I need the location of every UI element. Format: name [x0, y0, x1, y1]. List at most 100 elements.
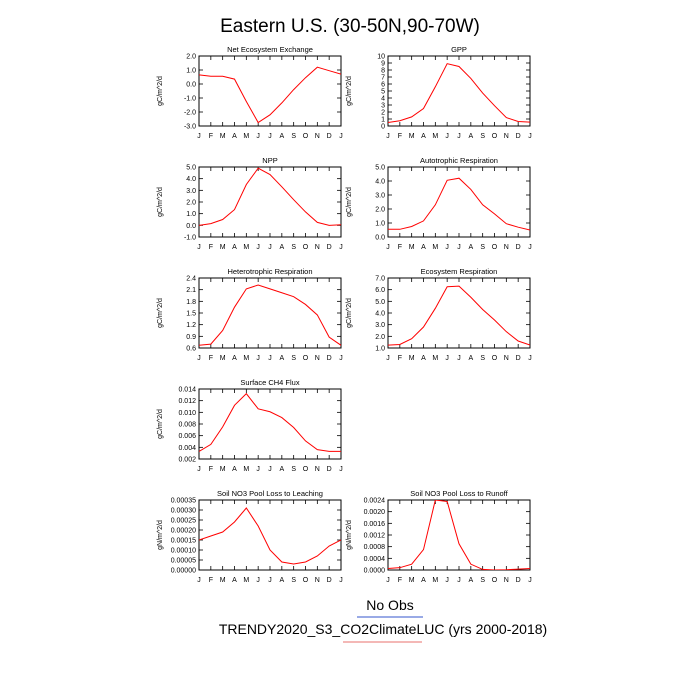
x-tick-label: J: [339, 133, 343, 140]
x-tick-label: J: [256, 355, 260, 362]
x-tick-label: A: [279, 244, 284, 251]
x-tick-label: N: [315, 577, 320, 584]
series-line: [388, 177, 530, 231]
x-tick-label: M: [432, 577, 438, 584]
y-tick-label: 0.0016: [364, 521, 386, 528]
x-tick-label: N: [504, 577, 509, 584]
y-tick-label: 0.006: [178, 433, 196, 440]
x-tick-label: S: [480, 244, 485, 251]
x-tick-label: D: [327, 577, 332, 584]
x-tick-label: M: [432, 244, 438, 251]
y-tick-label: 1.0: [186, 68, 196, 75]
y-tick-label: 1.2: [186, 322, 196, 329]
x-tick-label: A: [232, 577, 237, 584]
x-tick-label: D: [327, 466, 332, 473]
x-tick-label: M: [220, 577, 226, 584]
x-tick-label: O: [303, 133, 309, 140]
x-tick-label: J: [197, 244, 201, 251]
x-tick-label: J: [445, 244, 449, 251]
x-tick-label: A: [232, 466, 237, 473]
x-tick-label: M: [243, 466, 249, 473]
x-tick-label: J: [528, 244, 532, 251]
legend-obs-label: No Obs: [366, 597, 413, 613]
y-tick-label: 0.004: [178, 445, 196, 452]
y-axis-label: gC/m^2/d: [157, 298, 164, 328]
x-tick-label: J: [386, 133, 390, 140]
x-tick-label: J: [197, 133, 201, 140]
x-tick-label: J: [386, 577, 390, 584]
x-tick-label: M: [220, 133, 226, 140]
panel-5: Heterotrophic Respiration 2.4 2.1 1.8 1.5 1.2…: [157, 267, 343, 362]
x-tick-label: A: [279, 133, 284, 140]
y-axis-label: gC/m^2/d: [346, 76, 353, 106]
y-axis-label: gN/m^2/d: [346, 520, 353, 550]
y-tick-label: 0.008: [178, 422, 196, 429]
x-tick-label: O: [303, 355, 309, 362]
x-tick-label: A: [279, 577, 284, 584]
x-tick-label: J: [457, 133, 461, 140]
panel-6: Ecosystem Respiration 7.0 6.0 5.0 4.0 3.0 2.0 1…: [346, 267, 532, 362]
x-tick-label: J: [528, 355, 532, 362]
y-tick-label: 3: [381, 103, 385, 110]
x-tick-label: S: [480, 133, 485, 140]
x-tick-label: J: [268, 355, 272, 362]
x-tick-label: D: [516, 355, 521, 362]
x-tick-label: M: [220, 244, 226, 251]
x-tick-label: S: [291, 355, 296, 362]
y-tick-label: -2.0: [184, 110, 196, 117]
figure-title: Eastern U.S. (30-50N,90-70W): [220, 16, 480, 37]
y-tick-label: 2.0: [375, 207, 385, 214]
x-tick-label: J: [339, 355, 343, 362]
x-tick-label: J: [339, 244, 343, 251]
series-line: [388, 63, 530, 123]
x-tick-label: A: [468, 577, 473, 584]
series-line: [199, 284, 341, 346]
y-tick-label: 6: [381, 82, 385, 89]
y-tick-label: 4: [381, 96, 385, 103]
x-tick-label: S: [291, 466, 296, 473]
y-axis-label: gC/m^2/d: [157, 187, 164, 217]
x-tick-label: S: [480, 577, 485, 584]
x-tick-label: M: [409, 244, 415, 251]
x-tick-label: F: [209, 355, 213, 362]
y-tick-label: 2.0: [186, 54, 196, 61]
y-tick-label: 2: [381, 110, 385, 117]
x-tick-label: N: [315, 244, 320, 251]
x-tick-label: O: [303, 244, 309, 251]
y-axis-label: gC/m^2/d: [346, 187, 353, 217]
y-tick-label: 0.9: [186, 334, 196, 341]
y-tick-label: 0.00010: [171, 548, 196, 555]
x-tick-label: A: [232, 355, 237, 362]
x-tick-label: O: [303, 577, 309, 584]
x-tick-label: J: [339, 577, 343, 584]
x-tick-label: M: [409, 577, 415, 584]
x-tick-label: M: [220, 466, 226, 473]
y-tick-label: 0: [381, 124, 385, 131]
y-tick-label: 4.0: [375, 311, 385, 318]
y-tick-label: 0.014: [178, 387, 196, 394]
x-tick-label: J: [445, 355, 449, 362]
x-tick-label: N: [504, 244, 509, 251]
x-tick-label: F: [398, 355, 402, 362]
y-axis-label: gN/m^2/d: [157, 520, 164, 550]
panel-4: Autotrophic Respiration 5.0 4.0 3.0 2.0 1.0 0.…: [346, 156, 532, 251]
y-tick-label: 0.00025: [171, 518, 196, 525]
panel-title: Net Ecosystem Exchange: [227, 45, 313, 54]
x-tick-label: F: [398, 577, 402, 584]
y-tick-label: 5.0: [186, 165, 196, 172]
series-line: [388, 285, 530, 346]
x-tick-label: J: [457, 355, 461, 362]
x-tick-label: M: [243, 577, 249, 584]
y-tick-label: 3.0: [186, 188, 196, 195]
x-tick-label: J: [457, 577, 461, 584]
x-tick-label: J: [197, 355, 201, 362]
y-tick-label: 2.1: [186, 287, 196, 294]
x-tick-label: O: [492, 244, 498, 251]
x-tick-label: O: [492, 133, 498, 140]
x-tick-label: A: [421, 244, 426, 251]
x-tick-label: J: [256, 133, 260, 140]
y-tick-label: 8: [381, 68, 385, 75]
x-tick-label: S: [291, 577, 296, 584]
